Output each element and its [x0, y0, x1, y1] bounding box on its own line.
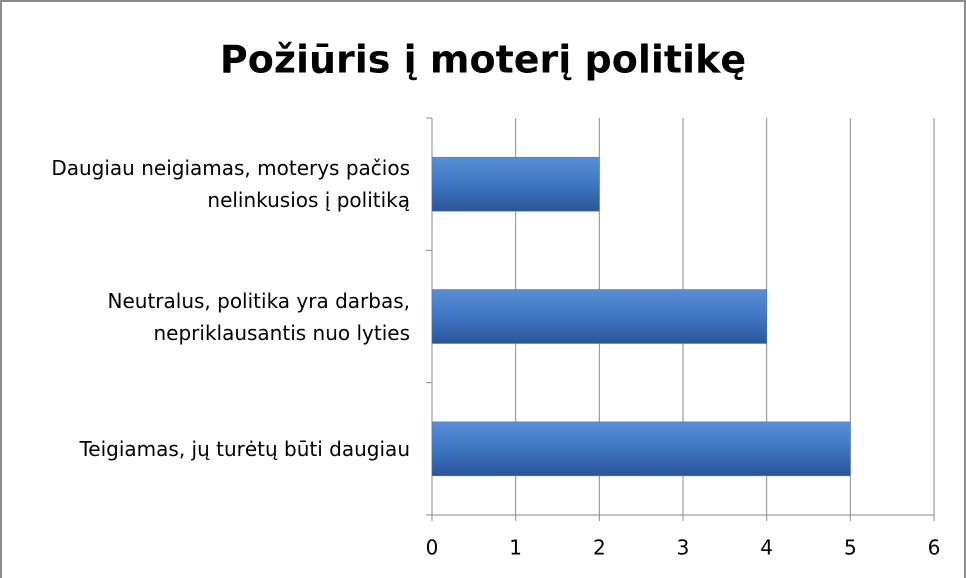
x-tick-label: 3: [677, 536, 690, 560]
y-tick-label: Daugiau neigiamas, moterys pačios nelink…: [51, 156, 410, 213]
x-tick-label: 5: [844, 536, 857, 560]
x-tick-label: 2: [593, 536, 606, 560]
x-tick-label: 4: [760, 536, 773, 560]
chart-title: Požiūris į moterį politikę: [220, 38, 746, 82]
y-tick-label: Neutralus, politika yra darbas, neprikla…: [107, 288, 411, 345]
x-tick-label: 6: [928, 536, 941, 560]
bar: [431, 156, 600, 212]
x-tick-label: 0: [426, 536, 439, 560]
bar: [431, 421, 851, 477]
y-tick-label: Teigiamas, jų turėtų būti daugiau: [79, 436, 410, 461]
x-tick-label: 1: [509, 536, 522, 560]
bar: [431, 289, 767, 344]
